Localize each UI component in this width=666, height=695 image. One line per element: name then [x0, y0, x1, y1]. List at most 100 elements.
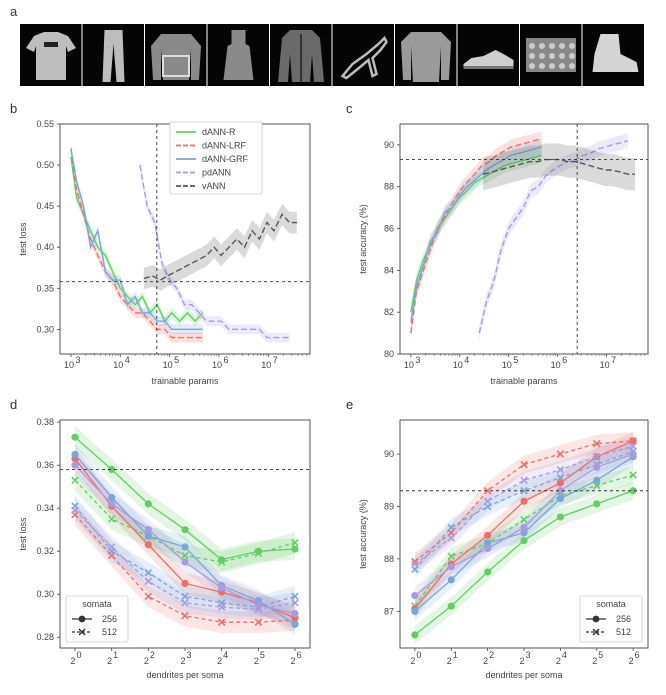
- x-tick-exponent: 0: [416, 650, 421, 660]
- y-axis-label: test loss: [18, 222, 28, 256]
- bag-pattern-dot: [569, 63, 575, 69]
- bag-pattern-dot: [529, 53, 535, 59]
- y-tick-label: 0.34: [36, 503, 54, 513]
- bag-pattern-dot: [539, 43, 545, 49]
- data-point-x-pdANN: [254, 605, 263, 614]
- data-point-x-pdANN: [447, 534, 456, 542]
- series-line-dANN-GRF: [410, 146, 542, 323]
- bag-pattern-dot: [549, 63, 555, 69]
- data-point-x-pdANN: [217, 603, 226, 611]
- x-tick-label: 10: [113, 360, 123, 370]
- data-point-x-dANN-LRF: [520, 460, 528, 469]
- x-tick-label: 10: [600, 360, 610, 370]
- trouser-icon: [102, 30, 125, 82]
- dress-icon: [223, 30, 254, 80]
- fashion-image-strip: [20, 24, 644, 86]
- sandal-icon: [340, 35, 388, 80]
- data-point-dot-pdANN: [556, 487, 564, 495]
- series-line-vANN: [143, 213, 297, 281]
- x-tick-exponent: 5: [174, 355, 179, 365]
- ankle-boot-icon: [592, 34, 639, 72]
- data-point-x-pdANN: [556, 466, 565, 474]
- x-tick-label: 2: [180, 656, 185, 666]
- data-point-x-dANN-R: [217, 558, 226, 566]
- data-point-dot-dANN-R: [71, 433, 79, 441]
- data-point-x-dANN-LRF: [181, 611, 189, 620]
- series-line-dANN-GRF: [70, 148, 203, 331]
- legend-label: dANN-GRF: [202, 154, 249, 164]
- x-tick-label: 2: [483, 656, 488, 666]
- data-point-dot-pdANN: [447, 563, 455, 571]
- data-point-dot-dANN-R: [181, 526, 189, 534]
- shirt-icon: [401, 32, 451, 82]
- data-point-dot-pdANN: [629, 450, 637, 458]
- y-tick-label: 0.55: [36, 119, 54, 129]
- x-tick-label: 2: [629, 656, 634, 666]
- data-point-x-dANN-LRF: [483, 486, 492, 495]
- y-axis-label: test accuracy (%): [358, 499, 368, 569]
- bag-pattern-dot: [539, 53, 545, 59]
- data-point-x-pdANN: [411, 560, 419, 568]
- data-point-x-dANN-R: [71, 476, 79, 484]
- x-tick-label: 10: [212, 360, 222, 370]
- sneaker-sole: [463, 66, 514, 69]
- image-tile-ankle-boot: [582, 24, 644, 86]
- legend-marker-256: [592, 615, 600, 623]
- x-tick-label: 10: [404, 360, 414, 370]
- plot-area: [410, 131, 636, 341]
- x-tick-exponent: 0: [76, 650, 81, 660]
- panel-label-c: c: [346, 101, 353, 116]
- x-tick-exponent: 1: [453, 650, 458, 660]
- data-point-dot-dANN-LRF: [520, 497, 528, 505]
- data-point-dot-dANN-GRF: [181, 543, 189, 551]
- data-point-x-dANN-GRF: [291, 592, 299, 601]
- x-tick-label: 2: [144, 656, 149, 666]
- data-point-x-dANN-LRF: [217, 618, 226, 626]
- image-tile-trouser: [82, 24, 144, 86]
- y-tick-label: 88: [384, 554, 394, 564]
- y-tick-label: 0.40: [36, 242, 54, 252]
- legend-label: dANN-LRF: [202, 141, 247, 151]
- x-tick-exponent: 4: [562, 650, 567, 660]
- data-point-x-dANN-LRF: [411, 557, 419, 566]
- data-point-dot-pdANN: [593, 463, 601, 471]
- x-tick-label: 2: [410, 656, 415, 666]
- x-tick-exponent: 6: [635, 650, 640, 660]
- data-point-x-dANN-R: [520, 515, 528, 524]
- y-tick-label: 80: [384, 349, 394, 359]
- x-axis-label: trainable params: [151, 376, 219, 386]
- x-axis-label: dendrites per soma: [485, 670, 562, 680]
- bag-pattern-dot: [529, 43, 535, 49]
- data-point-x-pdANN: [629, 442, 637, 450]
- y-tick-label: 0.35: [36, 283, 54, 293]
- legend-marker-256: [78, 615, 86, 623]
- y-tick-label: 0.30: [36, 324, 54, 334]
- data-point-dot-pdANN: [520, 523, 528, 532]
- data-point-dot-dANN-R: [108, 465, 116, 474]
- y-axis-label: test loss: [18, 517, 28, 551]
- data-point-x-pdANN: [144, 577, 153, 586]
- plot-area: [70, 143, 297, 343]
- series-band-dANN-GRF: [410, 139, 542, 330]
- series-band-vANN: [483, 143, 636, 191]
- y-tick-label: 86: [384, 224, 394, 234]
- series-band-dANN-LRF-512: [414, 432, 634, 571]
- data-point-dot-dANN-GRF: [484, 539, 492, 547]
- data-point-x-dANN-LRF: [254, 618, 263, 626]
- data-point-dot-pdANN: [484, 544, 492, 553]
- x-tick-exponent: 2: [489, 650, 494, 660]
- data-point-dot-dANN-R: [411, 631, 419, 639]
- series-band-pdANN: [479, 133, 628, 341]
- image-tile-sneaker: [457, 24, 519, 86]
- data-point-dot-pdANN: [108, 500, 116, 508]
- x-tick-exponent: 6: [296, 650, 301, 660]
- x-tick-exponent: 4: [125, 355, 130, 365]
- series-line-dANN-R: [410, 154, 542, 313]
- bag-pattern-dot: [569, 43, 575, 49]
- data-point-x-dANN-R: [291, 538, 299, 547]
- data-point-dot-dANN-R: [593, 500, 601, 508]
- series-band-dANN-GRF-256: [75, 443, 295, 636]
- data-point-dot-dANN-R: [629, 487, 637, 495]
